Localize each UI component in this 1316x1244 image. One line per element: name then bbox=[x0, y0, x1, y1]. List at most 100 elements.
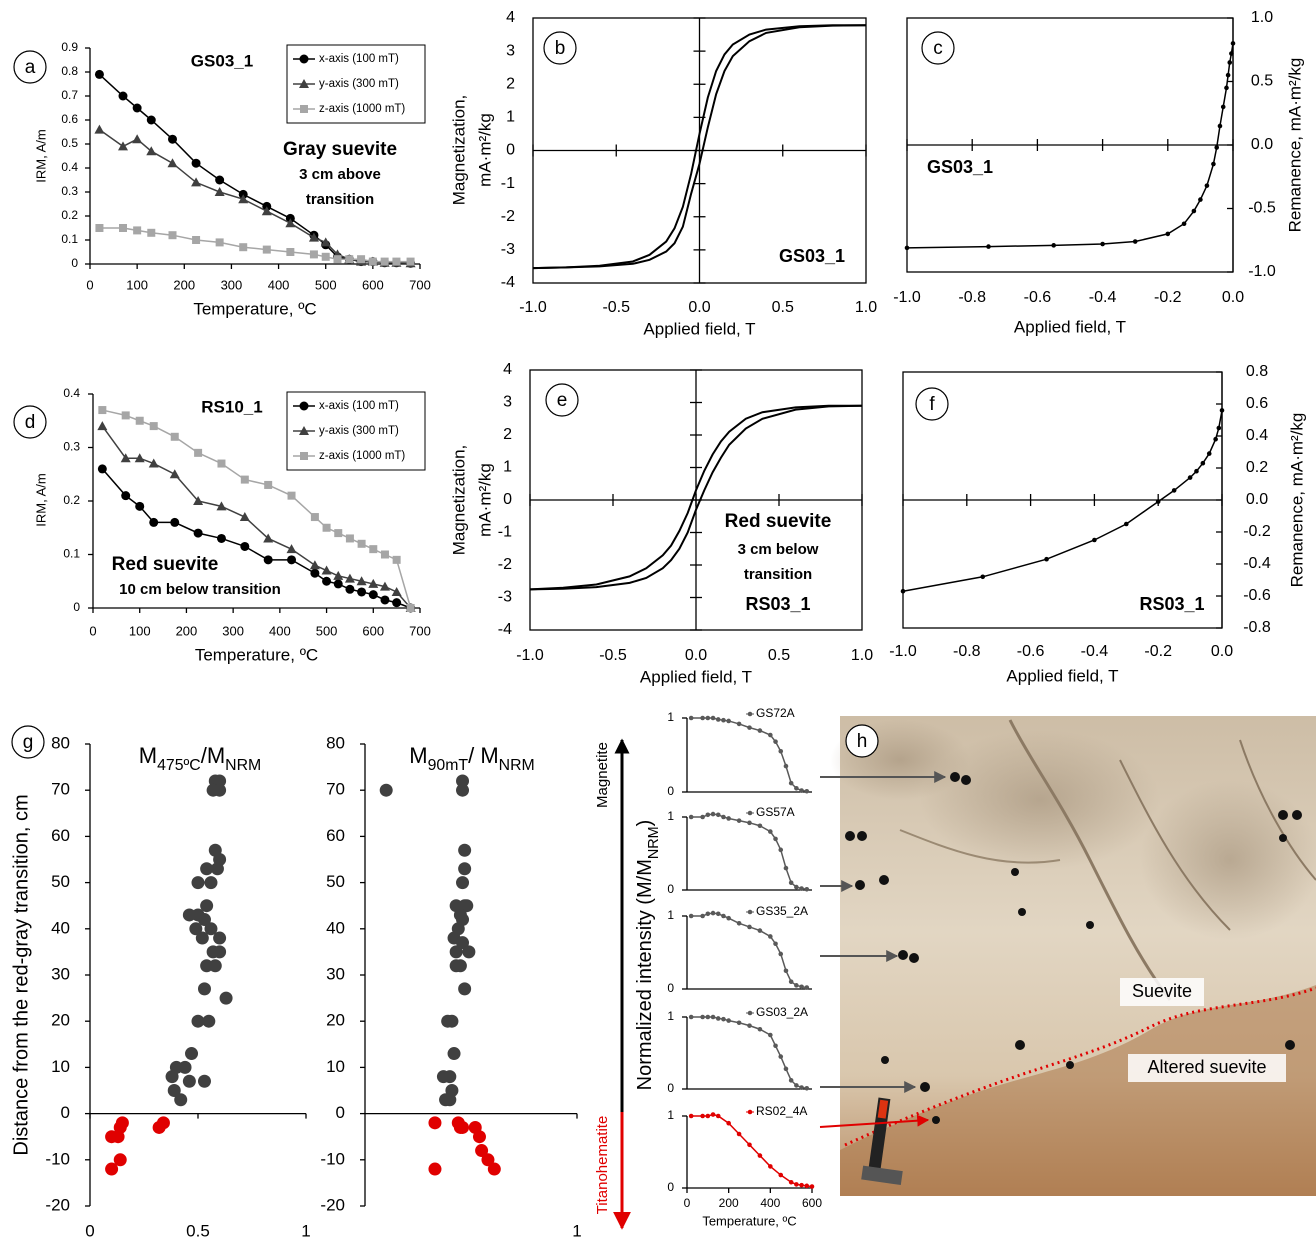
marker bbox=[135, 416, 144, 425]
y-tick-label: 0.0 bbox=[1246, 491, 1268, 508]
marker bbox=[710, 1112, 716, 1117]
marker bbox=[299, 401, 309, 411]
y-tick-label: 20 bbox=[326, 1011, 345, 1030]
y-tick-label: -0.8 bbox=[1243, 619, 1271, 636]
marker bbox=[95, 224, 104, 232]
marker bbox=[333, 255, 342, 264]
y-tick-label: 30 bbox=[326, 964, 345, 983]
x-tick-label: 0 bbox=[85, 1221, 94, 1240]
x-tick-label: 100 bbox=[129, 623, 151, 638]
marker bbox=[168, 231, 177, 240]
scatter-point bbox=[174, 1093, 188, 1107]
marker bbox=[688, 1113, 694, 1119]
marker bbox=[132, 103, 142, 113]
x-tick-label: -1.0 bbox=[516, 647, 544, 664]
marker bbox=[721, 814, 726, 820]
marker bbox=[705, 812, 711, 818]
marker bbox=[135, 501, 145, 511]
scatter-point bbox=[481, 1153, 495, 1167]
x-axis-label: Applied field, T bbox=[643, 319, 755, 338]
scatter-point bbox=[165, 1070, 179, 1084]
x-axis-label: Applied field, T bbox=[1006, 666, 1118, 685]
y-tick-label: -1 bbox=[501, 175, 515, 192]
scatter-point bbox=[458, 843, 472, 857]
y-tick-label: 1 bbox=[503, 459, 512, 476]
x-tick-label: 300 bbox=[222, 623, 244, 638]
marker bbox=[747, 909, 753, 915]
chart-title-part: 90mT bbox=[428, 757, 469, 774]
scatter-point bbox=[441, 1014, 455, 1028]
chart-title: M90mT/ MNRM bbox=[409, 743, 534, 774]
marker bbox=[94, 69, 104, 79]
legend-label: GS03_2A bbox=[756, 1005, 808, 1019]
marker bbox=[406, 604, 415, 612]
x-tick-label: 1 bbox=[301, 1221, 310, 1240]
marker bbox=[757, 928, 763, 933]
chart-title: GS03_1 bbox=[779, 246, 845, 266]
chart-title: GS03_1 bbox=[191, 51, 253, 70]
panel-label-circle bbox=[545, 383, 579, 417]
scatter-point bbox=[213, 783, 227, 797]
marker bbox=[309, 560, 320, 570]
hole bbox=[855, 880, 865, 890]
chart-title-part: /M bbox=[201, 743, 225, 768]
y-tick-label: 0.4 bbox=[63, 386, 80, 400]
hole bbox=[881, 1056, 889, 1064]
marker bbox=[287, 555, 297, 565]
legend-label: GS57A bbox=[756, 805, 795, 819]
marker bbox=[715, 1113, 721, 1119]
rock-shade bbox=[1140, 780, 1316, 940]
y-tick-label: 0.2 bbox=[61, 208, 78, 222]
hole bbox=[1278, 810, 1288, 820]
marker bbox=[193, 496, 204, 505]
x-tick-label: -0.4 bbox=[1089, 289, 1117, 306]
marker bbox=[700, 913, 705, 919]
marker bbox=[356, 576, 367, 586]
y-tick-label: 1 bbox=[667, 908, 674, 922]
x-tick-label: 0.5 bbox=[768, 647, 790, 664]
y-tick-label: 2 bbox=[503, 426, 512, 443]
marker bbox=[167, 158, 178, 168]
scatter-point bbox=[197, 982, 211, 996]
chart-title: RS10_1 bbox=[201, 397, 262, 416]
hammer bbox=[861, 1097, 903, 1185]
panel-label: b bbox=[555, 38, 566, 59]
marker bbox=[710, 811, 716, 817]
marker bbox=[778, 847, 784, 853]
marker bbox=[310, 568, 320, 578]
chart-title: RS03_1 bbox=[745, 594, 810, 614]
marker bbox=[1230, 41, 1236, 46]
marker bbox=[783, 968, 789, 974]
y-axis-label: Distance from the red-gray transition, c… bbox=[10, 794, 32, 1155]
series-line bbox=[691, 912, 807, 989]
series-line bbox=[532, 24, 866, 270]
y-tick-label: -4 bbox=[501, 274, 515, 291]
y-tick-label: 0 bbox=[667, 784, 674, 798]
marker bbox=[809, 1184, 815, 1189]
x-tick-label: 0 bbox=[86, 277, 93, 292]
marker bbox=[747, 820, 752, 826]
x-tick-label: 0.0 bbox=[1211, 643, 1233, 660]
panel-label: c bbox=[933, 38, 943, 59]
marker bbox=[1211, 161, 1216, 167]
marker bbox=[710, 715, 716, 721]
marker bbox=[804, 1085, 810, 1091]
x-tick-label: -0.8 bbox=[958, 289, 986, 306]
y-tick-label: 0 bbox=[336, 1103, 345, 1122]
marker bbox=[149, 517, 159, 527]
scatter-point bbox=[456, 913, 470, 927]
marker bbox=[118, 91, 128, 101]
scatter-point bbox=[152, 1120, 166, 1134]
y-tick-label: 1 bbox=[667, 1009, 674, 1023]
marker bbox=[778, 749, 784, 754]
marker bbox=[788, 1078, 794, 1083]
marker bbox=[299, 426, 309, 435]
marker bbox=[747, 1023, 752, 1028]
marker bbox=[368, 590, 378, 600]
hole bbox=[920, 1082, 930, 1092]
y-tick-label: -10 bbox=[45, 1149, 70, 1168]
y-tick-label: -20 bbox=[45, 1195, 70, 1214]
x-tick-label: 600 bbox=[362, 623, 384, 638]
marker bbox=[1227, 60, 1233, 65]
